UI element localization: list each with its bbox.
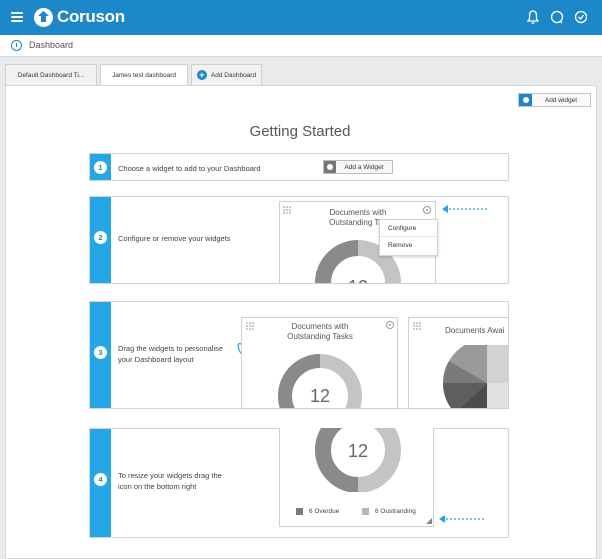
step-text-line: icon on the bottom right: [118, 482, 197, 491]
donut-count: 12: [348, 277, 368, 284]
page-title: Getting Started: [249, 123, 351, 140]
step-1: 1 Choose a widget to add to your Dashboa…: [89, 153, 509, 181]
widget-title-line: Documents with: [329, 208, 387, 217]
drag-handle-icon[interactable]: [283, 206, 291, 214]
top-bar: Coruson: [0, 0, 602, 35]
widget-title-line: Outstanding Tasks: [287, 332, 353, 341]
add-a-widget-button[interactable]: Add a Widget: [323, 160, 393, 174]
chat-icon[interactable]: [549, 9, 565, 25]
donut-count: 12: [348, 441, 368, 461]
pie-slice: [449, 345, 487, 383]
add-a-widget-label: Add a Widget: [344, 163, 384, 171]
widget-card-resize[interactable]: 12 6 Overdue 6 Oustranding: [279, 428, 434, 527]
pie-slice: [487, 383, 508, 408]
legend-label: 6 Overdue: [309, 508, 340, 515]
tab-add-dashboard[interactable]: + Add Dashboard: [191, 64, 262, 85]
breadcrumb: Dashboard: [0, 35, 602, 57]
gear-icon[interactable]: [423, 206, 431, 214]
step-text-line: To resize your widgets drag the: [118, 471, 222, 480]
pie-slice: [443, 361, 487, 383]
tab-default-dashboard[interactable]: Default Dashboard Ti...: [5, 64, 97, 85]
drag-handle-icon[interactable]: [246, 322, 254, 330]
plus-icon: [519, 94, 532, 106]
tab-label: James test dashboard: [112, 72, 176, 79]
step-text: To resize your widgets drag the icon on …: [118, 470, 222, 492]
tab-label: Add Dashboard: [210, 71, 257, 79]
step-text: Drag the widgets to personalise your Das…: [118, 343, 223, 365]
widget-card-documents-dragged[interactable]: Documents with Outstanding Tasks 12: [241, 317, 398, 409]
add-widget-button[interactable]: Add widget: [518, 93, 591, 107]
widget-title-line: Documents with: [291, 322, 349, 331]
pie-chart: [443, 345, 508, 408]
widget-title: Documents Awai: [445, 326, 505, 335]
legend-item-outstanding: 6 Oustranding: [362, 508, 416, 515]
bell-icon[interactable]: [525, 9, 541, 25]
check-circle-icon[interactable]: [573, 9, 589, 25]
step-number: 2: [94, 231, 107, 244]
gear-icon[interactable]: [386, 321, 394, 329]
pie-slice: [443, 383, 487, 408]
arrow-icon: [439, 515, 486, 523]
pie-slice: [460, 383, 487, 408]
chart-slice-overdue: [278, 354, 321, 408]
widget-title: Documents with Outstanding Tasks: [272, 322, 368, 342]
donut-chart: 12: [278, 354, 362, 408]
add-widget-label: Add widget: [544, 96, 578, 104]
arrow-icon: [442, 205, 487, 213]
legend-swatch: [362, 508, 369, 515]
step-text: Configure or remove your widgets: [118, 234, 231, 243]
legend-item-overdue: 6 Overdue: [296, 508, 339, 515]
donut-chart: 12: [315, 428, 401, 492]
menu-icon[interactable]: [11, 12, 23, 22]
donut-count: 12: [310, 386, 330, 406]
resize-handle-icon[interactable]: [426, 518, 432, 524]
coruson-logo-icon: [34, 8, 53, 27]
donut-chart: 12: [315, 240, 401, 284]
widget-card-documents[interactable]: Documents with Outstanding Tas 12: [279, 201, 436, 284]
breadcrumb-label[interactable]: Dashboard: [29, 40, 74, 50]
widget-card-documents-awaiting[interactable]: Documents Awai: [408, 317, 509, 409]
chart-slice-overdue: [315, 240, 359, 283]
step-number: 3: [94, 346, 107, 359]
plus-icon: +: [196, 70, 207, 80]
plus-icon: [324, 161, 336, 173]
pie-slice: [487, 345, 508, 383]
step-number: 4: [94, 473, 107, 486]
widget-title-line: Outstanding Tas: [329, 218, 387, 227]
step-text-line: Drag the widgets to personalise: [118, 344, 224, 353]
step-text: Choose a widget to add to your Dashboard: [118, 164, 261, 173]
chart-slice-overdue: [315, 428, 359, 492]
drag-handle-icon[interactable]: [413, 322, 421, 330]
legend-swatch: [296, 508, 303, 515]
legend-label: 6 Oustranding: [375, 508, 416, 515]
menu-item-configure[interactable]: Configure: [380, 220, 437, 237]
tab-label: Default Dashboard Ti...: [17, 71, 85, 79]
menu-item-remove[interactable]: Remove: [388, 242, 413, 249]
tab-james-test-dashboard[interactable]: James test dashboard: [100, 64, 188, 86]
app-name: Coruson: [57, 7, 125, 26]
step-number: 1: [94, 161, 107, 174]
step-text-line: your Dashboard layout: [118, 355, 194, 364]
widget-context-menu: Configure Remove: [379, 219, 438, 256]
dashboard-icon: [11, 40, 22, 51]
widget-title: Documents with Outstanding Tas: [310, 208, 406, 228]
